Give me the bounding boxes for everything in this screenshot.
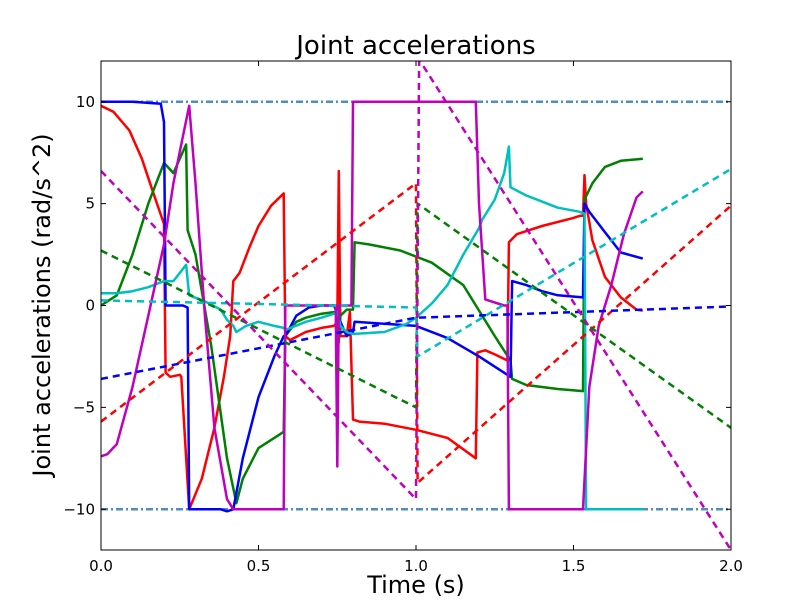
y-axis-label: Joint accelerations (rad/s^2) [28, 133, 56, 478]
series-lines [101, 61, 731, 550]
series-line-7 [101, 305, 731, 381]
x-tick-label: 1.5 [562, 557, 586, 575]
series-line-6 [101, 202, 731, 429]
y-tick-label: −10 [63, 500, 95, 518]
x-tick-label: 1.0 [404, 557, 428, 575]
series-line-3 [101, 145, 643, 511]
chart-title: Joint accelerations [294, 31, 535, 61]
x-tick-label: 2.0 [719, 557, 743, 575]
plot-frame [100, 60, 732, 551]
y-tick-label: 10 [76, 93, 95, 111]
series-line-8 [101, 167, 731, 358]
x-tick-label: 0.5 [247, 557, 271, 575]
y-tick-label: 0 [85, 297, 95, 315]
y-tick-label: 5 [85, 195, 95, 213]
series-line-9 [101, 61, 731, 550]
tick-labels: 0.0 0.5 1.0 1.5 2.0 −10 −5 0 5 10 [63, 93, 743, 575]
x-axis-label: Time (s) [366, 571, 465, 599]
x-tick-label: 0.0 [89, 557, 113, 575]
y-tick-label: −5 [73, 398, 95, 416]
series-line-0 [101, 104, 643, 511]
series-line-4 [101, 100, 644, 511]
